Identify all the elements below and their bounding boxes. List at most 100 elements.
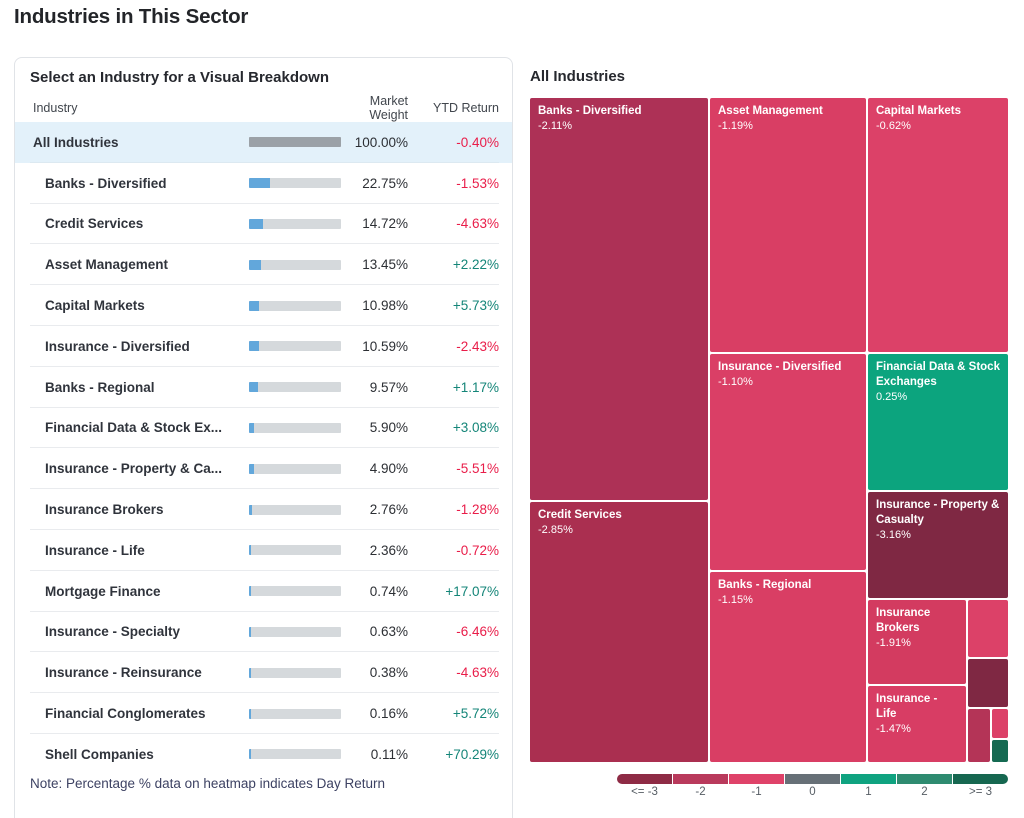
treemap-tile-capital-markets[interactable]: Capital Markets -0.62% (868, 98, 1008, 352)
tile-text: Banks - Diversified -2.11% (530, 98, 708, 140)
bar-track (249, 178, 341, 189)
industry-name: Insurance - Diversified (45, 338, 190, 354)
tile-text: Insurance Brokers -1.91% (868, 600, 966, 657)
bar-track (249, 749, 341, 760)
industry-row-mortgage-finance[interactable]: Mortgage Finance 0.74% +17.07% (15, 571, 512, 612)
ytd-return-value: -4.63% (456, 665, 499, 681)
market-weight-bar (249, 259, 341, 270)
industry-row-financial-data-stock-ex[interactable]: Financial Data & Stock Ex... 5.90% +3.08% (15, 408, 512, 449)
tile-text: Financial Data & Stock Exchanges 0.25% (868, 354, 1008, 411)
treemap-tile-financial-conglomerates[interactable] (992, 709, 1008, 738)
industry-row-all-industries[interactable]: All Industries 100.00% -0.40% (15, 122, 512, 163)
tile-text: Capital Markets -0.62% (868, 98, 1008, 140)
treemap-tile-banks-regional[interactable]: Banks - Regional -1.15% (710, 572, 866, 762)
page-title: Industries in This Sector (14, 5, 249, 28)
tile-text: Credit Services -2.85% (530, 502, 708, 544)
market-weight-value: 5.90% (369, 420, 408, 436)
tile-day-return: -2.11% (538, 119, 573, 132)
ytd-return-value: +5.72% (452, 706, 499, 722)
treemap-tile-insurance-reinsurance[interactable] (968, 709, 990, 762)
treemap-tile-insurance-property-casualty[interactable]: Insurance - Property & Casualty -3.16% (868, 492, 1008, 598)
industry-row-insurance-specialty[interactable]: Insurance - Specialty 0.63% -6.46% (15, 612, 512, 653)
industry-row-credit-services[interactable]: Credit Services 14.72% -4.63% (15, 204, 512, 245)
bar-track (249, 422, 341, 433)
industry-name: Banks - Diversified (45, 175, 167, 191)
industry-name: Financial Data & Stock Ex... (45, 420, 223, 436)
market-weight-bar (249, 422, 341, 433)
bar-fill (249, 382, 258, 393)
treemap-tile-insurance-specialty[interactable] (968, 659, 1008, 707)
market-weight-value: 100.00% (354, 134, 408, 150)
market-weight-bar (249, 504, 341, 515)
tile-day-return: -3.16% (876, 528, 911, 541)
bar-fill (249, 504, 252, 515)
market-weight-value: 14.72% (362, 216, 408, 232)
industry-row-financial-conglomerates[interactable]: Financial Conglomerates 0.16% +5.72% (15, 693, 512, 734)
bar-fill (249, 545, 252, 556)
treemap-tile-financial-data-stock-exchanges[interactable]: Financial Data & Stock Exchanges 0.25% (868, 354, 1008, 490)
market-weight-value: 22.75% (362, 175, 408, 191)
industry-name: All Industries (33, 134, 119, 150)
industry-row-insurance-brokers[interactable]: Insurance Brokers 2.76% -1.28% (15, 489, 512, 530)
tile-text: Insurance - Life -1.47% (868, 686, 966, 743)
market-weight-bar (249, 626, 341, 637)
legend-swatch (617, 774, 672, 784)
industry-row-capital-markets[interactable]: Capital Markets 10.98% +5.73% (15, 285, 512, 326)
tile-industry-label: Insurance Brokers (876, 607, 931, 634)
tile-industry-label: Insurance - Diversified (718, 361, 842, 373)
treemap-tile-banks-diversified[interactable]: Banks - Diversified -2.11% (530, 98, 708, 500)
market-weight-value: 0.11% (370, 746, 408, 762)
bar-fill (249, 137, 341, 148)
industry-name: Insurance Brokers (45, 502, 164, 518)
market-weight-value: 2.76% (369, 502, 408, 518)
market-weight-value: 0.74% (369, 583, 408, 599)
market-weight-value: 10.59% (362, 338, 408, 354)
treemap-tile-shell-companies[interactable] (992, 740, 1008, 762)
column-header-ytd-return: YTD Return (433, 101, 499, 115)
ytd-return-value: +2.22% (452, 257, 499, 273)
industry-row-asset-management[interactable]: Asset Management 13.45% +2.22% (15, 244, 512, 285)
legend-label: <= -3 (631, 786, 658, 798)
industry-row-insurance-property-ca[interactable]: Insurance - Property & Ca... 4.90% -5.51% (15, 448, 512, 489)
treemap-tile-mortgage-finance[interactable] (968, 600, 1008, 657)
ytd-return-value: +17.07% (445, 583, 499, 599)
industry-row-insurance-life[interactable]: Insurance - Life 2.36% -0.72% (15, 530, 512, 571)
market-weight-bar (249, 667, 341, 678)
tile-day-return: -1.19% (718, 119, 753, 132)
tile-text: Insurance - Property & Casualty -3.16% (868, 492, 1008, 549)
legend-item-1: -1 (729, 774, 784, 798)
legend-swatch (897, 774, 952, 784)
tile-industry-label: Asset Management (718, 105, 823, 117)
industry-row-shell-companies[interactable]: Shell Companies 0.11% +70.29% (15, 734, 512, 775)
industry-row-insurance-diversified[interactable]: Insurance - Diversified 10.59% -2.43% (15, 326, 512, 367)
legend-swatch (729, 774, 784, 784)
bar-fill (249, 667, 251, 678)
bar-track (249, 504, 341, 515)
industry-table-card: Select an Industry for a Visual Breakdow… (14, 57, 513, 818)
industry-row-insurance-reinsurance[interactable]: Insurance - Reinsurance 0.38% -4.63% (15, 652, 512, 693)
industry-row-banks-regional[interactable]: Banks - Regional 9.57% +1.17% (15, 367, 512, 408)
market-weight-value: 0.16% (369, 706, 408, 722)
industry-row-banks-diversified[interactable]: Banks - Diversified 22.75% -1.53% (15, 163, 512, 204)
ytd-return-value: +3.08% (452, 420, 499, 436)
bar-fill (249, 178, 270, 189)
legend-item-3: <= -3 (617, 774, 672, 798)
bar-track (249, 667, 341, 678)
tile-industry-label: Credit Services (538, 509, 622, 521)
treemap-tile-credit-services[interactable]: Credit Services -2.85% (530, 502, 708, 762)
legend-item-3: >= 3 (953, 774, 1008, 798)
industry-name: Shell Companies (45, 746, 154, 762)
legend-label: 2 (921, 786, 928, 798)
market-weight-value: 13.45% (362, 257, 408, 273)
ytd-return-value: -0.40% (456, 134, 499, 150)
treemap-tile-insurance-life[interactable]: Insurance - Life -1.47% (868, 686, 966, 762)
treemap-tile-insurance-diversified[interactable]: Insurance - Diversified -1.10% (710, 354, 866, 570)
treemap-tile-insurance-brokers[interactable]: Insurance Brokers -1.91% (868, 600, 966, 684)
tile-day-return: -0.62% (876, 119, 911, 132)
bar-fill (249, 463, 254, 474)
tile-industry-label: Insurance - Property & Casualty (876, 499, 1000, 526)
treemap-tile-asset-management[interactable]: Asset Management -1.19% (710, 98, 866, 352)
bar-fill (249, 708, 251, 719)
market-weight-value: 0.38% (369, 665, 408, 681)
